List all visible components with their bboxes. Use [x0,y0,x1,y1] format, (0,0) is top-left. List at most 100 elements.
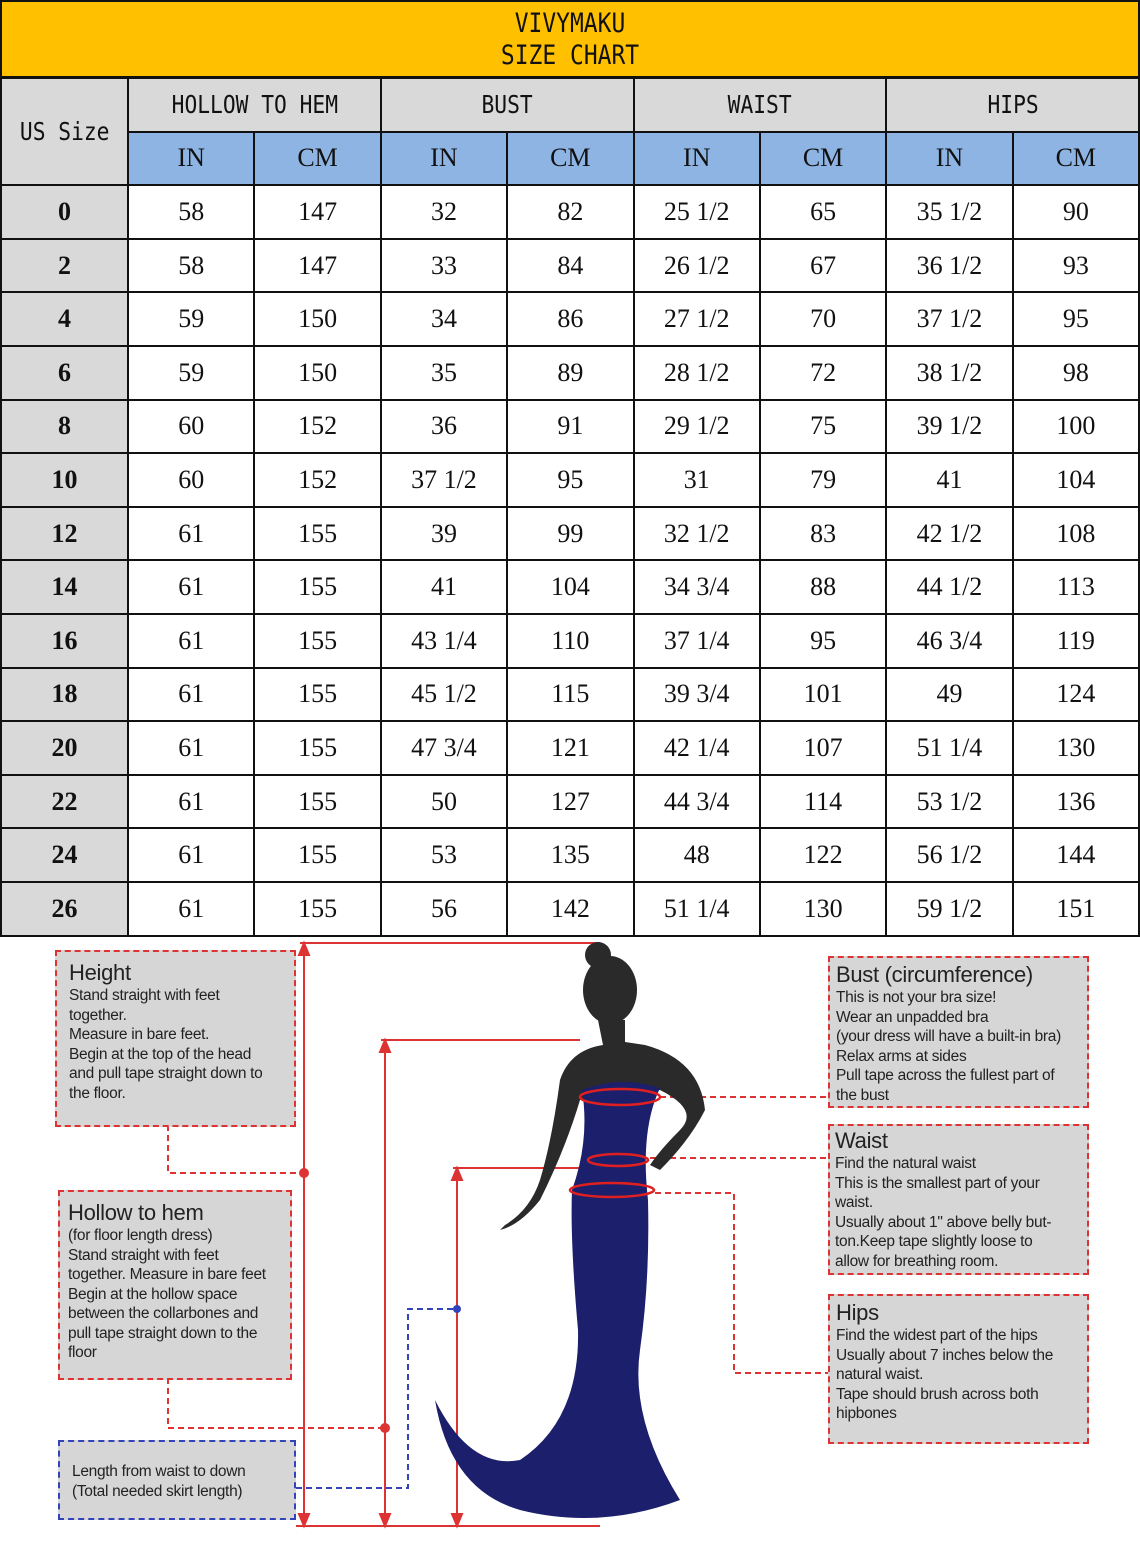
unit-header: IN [379,130,509,187]
measurement-cell: 38 1/2 [885,344,1014,401]
measurement-cell: 100 [1011,398,1140,455]
guide-title: Waist [835,1128,888,1153]
measurement-cell: 70 [758,291,888,347]
us-size-cell: 4 [0,291,129,347]
hips-connector [655,1192,830,1374]
measurement-cell: 25 1/2 [632,184,761,240]
guide-line: allow for breathing room. [835,1252,999,1270]
hips-guide: Hips Find the widest part of the hips Usu… [828,1294,1089,1444]
measurement-cell: 151 [1011,880,1140,937]
guide-line: Stand straight with feet [69,987,220,1004]
measurement-cell: 86 [506,291,635,347]
unit-header: CM [253,130,382,187]
measurement-cell: 113 [1011,559,1140,615]
measurement-cell: 34 [379,291,509,347]
measurement-cell: 98 [1011,344,1140,401]
measurement-cell: 75 [758,398,888,455]
measurement-cell: 61 [126,773,256,830]
measurement-cell: 108 [1011,505,1140,562]
measurement-cell: 61 [126,612,256,669]
guide-line: Pull tape across the fullest part of [836,1067,1055,1084]
us-size-cell: 22 [0,773,129,830]
size-table: US Size HOLLOW TO HEM BUST WAIST HIPS IN… [0,76,1140,937]
measurement-cell: 56 1/2 [885,827,1014,883]
guide-line: hipbones [836,1405,897,1422]
measurement-cell: 32 1/2 [632,505,761,562]
guide-line: Find the widest part of the hips [836,1327,1038,1344]
measurement-cell: 51 1/4 [632,880,761,937]
measurement-cell: 104 [506,559,635,615]
measurement-cell: 99 [506,505,635,562]
table-row: 24 61 155 53 135 48 122 56 1/2 144 [0,827,1140,883]
guide-line: pull tape straight down to the [68,1324,258,1342]
figure-silhouette [435,942,705,1518]
guide-line: waist. [835,1194,873,1211]
measurement-cell: 41 [379,559,509,615]
measurement-cell: 46 3/4 [885,612,1014,669]
us-size-cell: 20 [0,720,129,776]
unit-header: IN [885,130,1014,187]
unit-header: CM [506,130,635,187]
measurement-cell: 51 1/4 [885,720,1014,776]
measurement-cell: 39 1/2 [885,398,1014,455]
measurement-cell: 155 [253,773,382,830]
guide-line: Wear an unpadded bra [836,1008,989,1026]
measurement-cell: 95 [506,452,635,508]
measurement-cell: 39 3/4 [632,666,761,723]
measurement-cell: 114 [758,773,888,830]
guide-line: and pull tape straight down to [69,1065,263,1082]
group-header-bust: BUST [379,77,635,133]
measurement-cell: 152 [253,398,382,455]
measurement-cell: 53 1/2 [885,773,1014,830]
group-header-waist: WAIST [632,77,888,133]
guide-line: Tape should brush across both [836,1385,1039,1403]
guide-line: together. [69,1006,127,1024]
measurement-cell: 36 [379,398,509,455]
measurement-cell: 127 [506,773,635,830]
measurement-cell: 37 1/2 [885,291,1014,347]
us-size-cell: 0 [0,184,129,240]
measurement-cell: 35 1/2 [885,184,1014,240]
measurement-cell: 142 [506,880,635,937]
measurement-cell: 59 1/2 [885,880,1014,937]
guide-line: the floor. [69,1084,126,1102]
table-row: 6 59 150 35 89 28 1/2 72 38 1/2 98 [0,344,1140,401]
table-row: 26 61 155 56 142 51 1/4 130 59 1/2 151 [0,880,1140,937]
guide-line: ton.Keep tape slightly loose to [835,1233,1033,1250]
measurement-cell: 59 [126,344,256,401]
guide-line: together. Measure in bare feet [68,1266,266,1283]
measurement-cell: 58 [126,184,256,240]
measurement-cell: 60 [126,452,256,508]
measurement-cell: 43 1/4 [379,612,509,669]
measurement-cell: 83 [758,505,888,562]
us-size-cell: 10 [0,452,129,508]
measurement-cell: 45 1/2 [379,666,509,723]
measurement-cell: 124 [1011,666,1140,723]
guide-line: (for floor length dress) [68,1227,213,1244]
measurement-cell: 47 3/4 [379,720,509,776]
measurement-cell: 36 1/2 [885,237,1014,294]
measurement-cell: 150 [253,291,382,347]
size-chart-title: VIVYMAKU SIZE CHART [0,0,1140,78]
us-size-cell: 18 [0,666,129,723]
guide-line: Begin at the top of the head [69,1045,252,1063]
guide-line: (your dress will have a built-in bra) [836,1028,1061,1045]
measurement-cell: 110 [506,612,635,669]
measurement-cell: 119 [1011,612,1140,669]
measurement-cell: 121 [506,720,635,776]
measurement-cell: 44 1/2 [885,559,1014,615]
table-row: 14 61 155 41 104 34 3/4 88 44 1/2 113 [0,559,1140,615]
measurement-cell: 49 [885,666,1014,723]
measurement-cell: 41 [885,452,1014,508]
measurement-cell: 42 1/4 [632,720,761,776]
measurement-cell: 95 [758,612,888,669]
guide-line: floor [68,1344,97,1361]
measurement-cell: 33 [379,237,509,294]
measurement-cell: 152 [253,452,382,508]
measurement-cell: 155 [253,880,382,937]
guide-line: Find the natural waist [835,1155,976,1172]
measurement-cell: 56 [379,880,509,937]
skirt-connector [296,1308,457,1489]
measurement-cell: 61 [126,666,256,723]
measurement-cell: 89 [506,344,635,401]
